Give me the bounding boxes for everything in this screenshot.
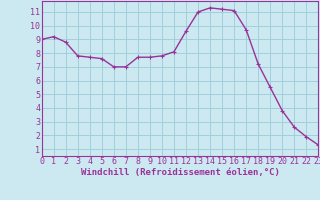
X-axis label: Windchill (Refroidissement éolien,°C): Windchill (Refroidissement éolien,°C) (81, 168, 279, 177)
